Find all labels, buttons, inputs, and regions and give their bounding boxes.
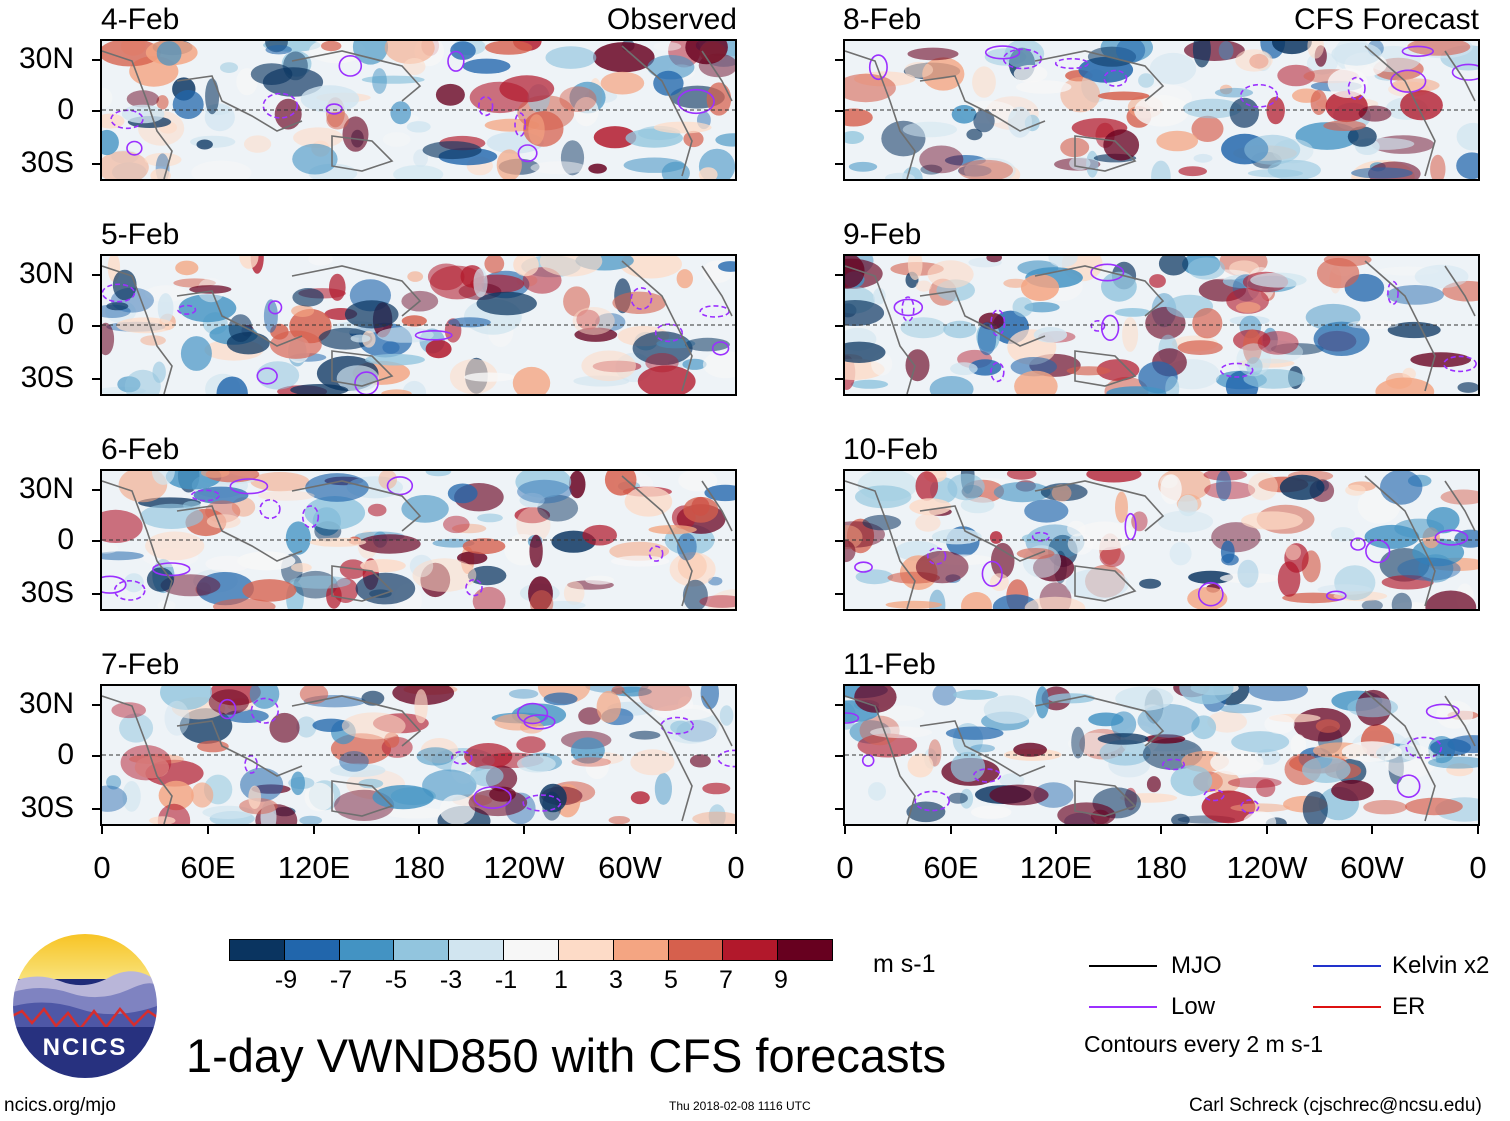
lon-label: 60W <box>1340 850 1404 885</box>
page-title: 1-day VWND850 with CFS forecasts <box>186 1029 947 1082</box>
contours-note: Contours every 2 m s-1 <box>1084 1031 1324 1057</box>
colorbar-tick-label: -9 <box>274 966 298 994</box>
logo-text: NCICS <box>43 1034 128 1061</box>
legend-line-er <box>1313 1006 1381 1008</box>
colorbar-swatch <box>339 940 395 960</box>
wind-anomaly-field <box>102 256 735 394</box>
lat-label: 30S <box>20 361 74 394</box>
colorbar-swatch <box>613 940 669 960</box>
colorbar-swatch <box>449 940 505 960</box>
forecast-header: CFS Forecast <box>1293 3 1479 36</box>
map-panel <box>843 254 1480 396</box>
panel-date-label: 8-Feb <box>843 3 922 36</box>
lat-label: 0 <box>57 93 74 126</box>
panel-date-label: 5-Feb <box>101 218 180 251</box>
footer-timestamp: Thu 2018-02-08 1116 UTC <box>669 1099 811 1113</box>
legend-line-kelvin <box>1313 965 1381 967</box>
map-panel <box>843 684 1480 826</box>
map-panel <box>100 39 737 181</box>
colorbar-unit: m s-1 <box>873 950 936 978</box>
panel-date-label: 7-Feb <box>101 648 180 681</box>
observed-header: Observed <box>606 3 737 36</box>
wind-anomaly-field <box>845 256 1478 394</box>
lon-label: 180 <box>1135 850 1187 885</box>
panel-date-label: 11-Feb <box>843 648 936 681</box>
lat-label: 0 <box>57 738 74 771</box>
panel-date-label: 9-Feb <box>843 218 922 251</box>
map-panel <box>100 254 737 396</box>
colorbar-tick-label: 3 <box>609 966 623 994</box>
lat-label: 30N <box>18 257 74 290</box>
wind-anomaly-field <box>845 41 1478 179</box>
legend-line-low <box>1089 1006 1157 1008</box>
panel-date-label: 4-Feb <box>101 3 180 36</box>
colorbar-tick-label: -5 <box>384 966 408 994</box>
lat-label: 30N <box>18 42 74 75</box>
lon-label: 0 <box>727 850 745 885</box>
lon-label: 0 <box>1469 850 1487 885</box>
panel-date-label: 6-Feb <box>101 433 180 466</box>
lon-label: 180 <box>393 850 445 885</box>
wind-anomaly-field <box>102 471 735 609</box>
colorbar-tick-label: 7 <box>719 966 733 994</box>
legend-line-mjo <box>1089 965 1157 967</box>
lon-label: 60E <box>923 850 979 885</box>
colorbar-tick-label: 9 <box>774 966 788 994</box>
lon-label: 0 <box>93 850 111 885</box>
colorbar-tick-label: -7 <box>329 966 353 994</box>
lat-label: 30S <box>20 576 74 609</box>
wind-anomaly-field <box>845 471 1478 609</box>
legend-label-low: Low <box>1171 993 1216 1020</box>
lon-label: 120E <box>277 850 351 885</box>
lon-label: 60W <box>598 850 662 885</box>
lat-label: 0 <box>57 523 74 556</box>
colorbar-swatch <box>778 940 832 960</box>
colorbar-tick-label: 1 <box>554 966 568 994</box>
colorbar <box>229 939 833 961</box>
map-panel <box>100 684 737 826</box>
colorbar-swatch <box>504 940 559 960</box>
map-panel <box>100 469 737 611</box>
wind-anomaly-field <box>102 686 735 824</box>
lat-label: 30S <box>20 146 74 179</box>
lon-label: 120W <box>483 850 565 885</box>
colorbar-swatch <box>558 940 614 960</box>
map-panel <box>843 39 1480 181</box>
colorbar-swatch <box>394 940 450 960</box>
lat-label: 0 <box>57 308 74 341</box>
colorbar-tick-label: 5 <box>664 966 678 994</box>
legend-label-er: ER <box>1392 993 1426 1020</box>
lon-label: 60E <box>180 850 236 885</box>
footer-website-link[interactable]: ncics.org/mjo <box>4 1095 116 1116</box>
panel-date-label: 10-Feb <box>843 433 939 466</box>
wind-anomaly-field <box>102 41 735 179</box>
lat-label: 30N <box>18 472 74 505</box>
colorbar-swatch <box>230 940 285 960</box>
lon-label: 120W <box>1226 850 1308 885</box>
legend-label-mjo: MJO <box>1171 952 1222 979</box>
map-panel <box>843 469 1480 611</box>
colorbar-tick-label: -1 <box>494 966 518 994</box>
wind-anomaly-field <box>845 686 1478 824</box>
footer-author: Carl Schreck (cjschrec@ncsu.edu) <box>1189 1095 1482 1116</box>
colorbar-swatch <box>668 940 724 960</box>
lat-label: 30N <box>18 687 74 720</box>
legend-label-kelvin: Kelvin x2 <box>1392 952 1490 979</box>
lat-label: 30S <box>20 791 74 824</box>
lon-label: 0 <box>836 850 854 885</box>
ncics-logo: NCICS <box>10 931 160 1081</box>
colorbar-tick-label: -3 <box>439 966 463 994</box>
lon-label: 120E <box>1019 850 1093 885</box>
colorbar-swatch <box>723 940 779 960</box>
colorbar-swatch <box>284 940 340 960</box>
